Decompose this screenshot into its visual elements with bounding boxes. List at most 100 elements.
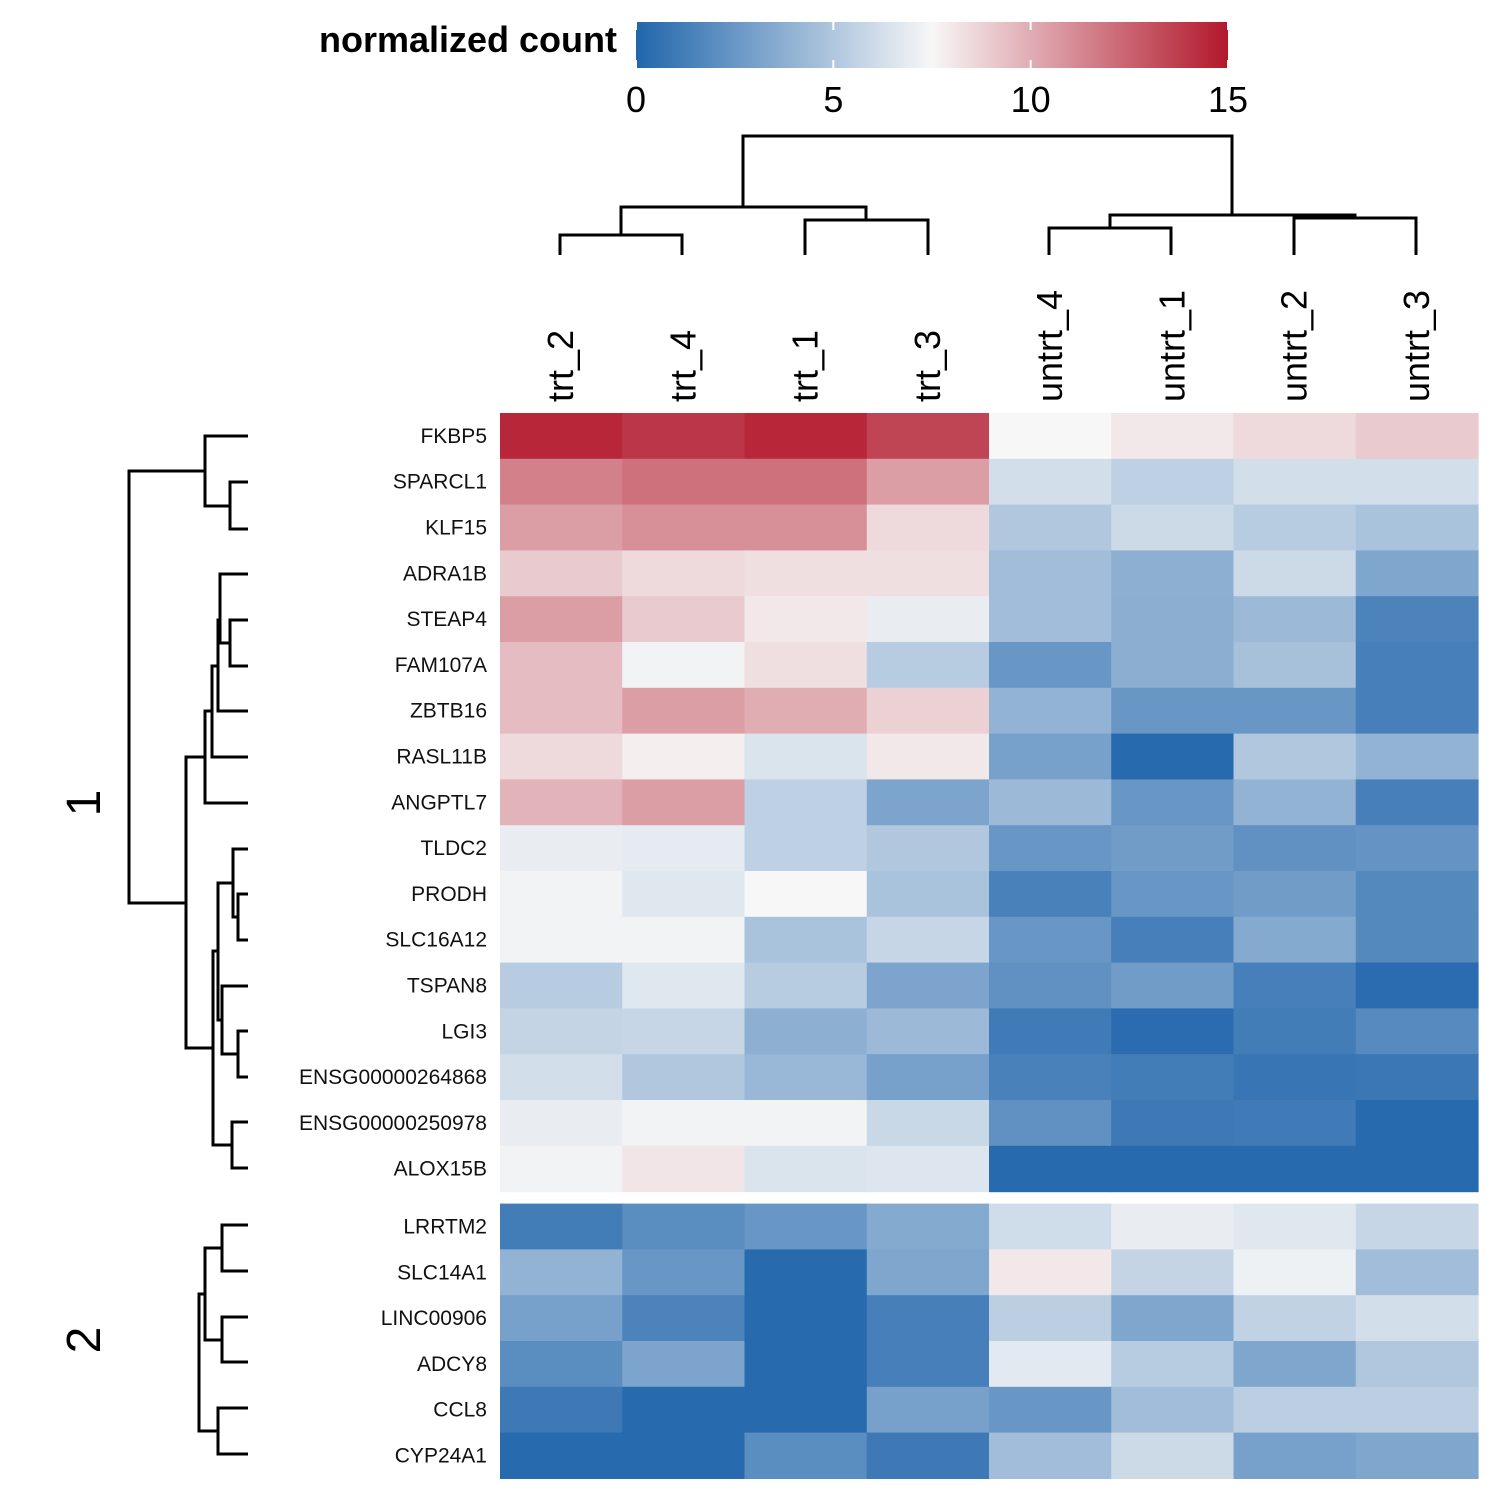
heatmap-cell xyxy=(1111,916,1235,964)
heatmap-cell xyxy=(1111,871,1235,918)
heatmap-cell xyxy=(744,504,868,551)
heatmap-cell xyxy=(989,1386,1112,1434)
heatmap-cells xyxy=(500,413,1479,1479)
heatmap-cell xyxy=(1355,458,1479,506)
heatmap-cell xyxy=(500,1054,623,1101)
heatmap-cell xyxy=(1111,596,1235,643)
heatmap-cell xyxy=(1233,1203,1357,1250)
column-label: untrt_2 xyxy=(1274,290,1315,402)
row-label: ZBTB16 xyxy=(410,700,487,723)
heatmap-cell xyxy=(500,825,623,872)
cluster-label-1: 1 xyxy=(58,790,111,817)
heatmap-cell xyxy=(1111,1100,1235,1147)
heatmap-cell xyxy=(1233,825,1357,872)
heatmap-cell xyxy=(1111,1386,1235,1434)
heatmap-cell xyxy=(866,458,990,506)
heatmap-cell xyxy=(1355,413,1479,460)
heatmap-cell xyxy=(1355,779,1479,826)
heatmap-cell xyxy=(744,962,868,1009)
heatmap-cell xyxy=(989,504,1112,551)
heatmap-cell xyxy=(744,1054,868,1101)
column-label: untrt_3 xyxy=(1396,290,1437,402)
heatmap-cell xyxy=(622,1432,746,1479)
heatmap-cell xyxy=(1111,504,1235,551)
heatmap-cell xyxy=(989,1203,1112,1250)
heatmap-cell xyxy=(744,916,868,964)
heatmap-cell xyxy=(866,825,990,872)
row-label: LRRTM2 xyxy=(403,1216,487,1239)
heatmap-cell xyxy=(744,733,868,780)
heatmap-cell xyxy=(1355,825,1479,872)
heatmap-cell xyxy=(500,687,623,735)
row-label: ALOX15B xyxy=(394,1158,487,1181)
heatmap-cell xyxy=(989,458,1112,506)
heatmap-cell xyxy=(866,1386,990,1434)
heatmap-cell xyxy=(1111,825,1235,872)
heatmap-cell xyxy=(500,1145,623,1193)
heatmap-cell xyxy=(1233,1295,1357,1342)
heatmap-cell xyxy=(989,779,1112,826)
heatmap-cell xyxy=(500,458,623,506)
heatmap-cell xyxy=(622,1386,746,1434)
heatmap-cell xyxy=(989,916,1112,964)
legend-colorbar xyxy=(636,22,1228,68)
heatmap-cell xyxy=(1355,1386,1479,1434)
heatmap-cell xyxy=(866,1295,990,1342)
heatmap-cell xyxy=(1233,733,1357,780)
heatmap-cell xyxy=(866,962,990,1009)
heatmap-cell xyxy=(989,733,1112,780)
row-label: ENSG00000250978 xyxy=(299,1112,487,1135)
heatmap-cell xyxy=(500,916,623,964)
row-label: CYP24A1 xyxy=(395,1445,487,1468)
heatmap-cell xyxy=(622,916,746,964)
heatmap-cell xyxy=(866,916,990,964)
heatmap-cell xyxy=(622,413,746,460)
column-dendrogram xyxy=(558,134,1418,255)
heatmap-cell xyxy=(1233,779,1357,826)
row-label: ADCY8 xyxy=(417,1353,487,1376)
heatmap-cell xyxy=(989,871,1112,918)
heatmap-cell xyxy=(1355,1100,1479,1147)
heatmap-cell xyxy=(622,962,746,1009)
row-dendrogram xyxy=(127,434,248,1456)
heatmap-cell xyxy=(744,642,868,689)
heatmap-cell xyxy=(1233,642,1357,689)
row-label: STEAP4 xyxy=(406,608,487,631)
heatmap-cell xyxy=(1355,1341,1479,1388)
heatmap-cell xyxy=(866,1249,990,1296)
heatmap-cell xyxy=(866,1008,990,1055)
row-label: ANGPTL7 xyxy=(391,791,487,814)
legend-ticks: 0 5 10 15 xyxy=(626,22,1248,120)
heatmap-cell xyxy=(1355,596,1479,643)
row-label: TSPAN8 xyxy=(407,975,487,998)
heatmap-cell xyxy=(622,825,746,872)
heatmap-cell xyxy=(500,1100,623,1147)
row-label: FAM107A xyxy=(395,654,487,677)
heatmap-cell xyxy=(866,504,990,551)
heatmap-cell xyxy=(744,596,868,643)
row-label: ENSG00000264868 xyxy=(299,1066,487,1089)
row-label: ADRA1B xyxy=(403,562,487,585)
heatmap-cell xyxy=(622,733,746,780)
heatmap-cell xyxy=(744,1249,868,1296)
heatmap-cell xyxy=(744,458,868,506)
row-labels: FKBP5 SPARCL1 KLF15 ADRA1B STEAP4 FAM107A ZBTB… xyxy=(299,425,487,1468)
heatmap-cell xyxy=(500,413,623,460)
heatmap-cell xyxy=(866,413,990,460)
heatmap-cell xyxy=(1233,1249,1357,1296)
heatmap-cell xyxy=(1355,1145,1479,1193)
heatmap-cell xyxy=(500,550,623,597)
heatmap-cell xyxy=(500,1341,623,1388)
heatmap-cell xyxy=(989,642,1112,689)
heatmap-cell xyxy=(866,779,990,826)
heatmap-cell xyxy=(1355,962,1479,1009)
heatmap-cell xyxy=(500,1432,623,1479)
heatmap-cell xyxy=(1355,1008,1479,1055)
heatmap-cell xyxy=(500,733,623,780)
heatmap-cell xyxy=(744,550,868,597)
heatmap-cell xyxy=(989,1432,1112,1479)
row-label: SLC16A12 xyxy=(385,929,487,952)
heatmap-cell xyxy=(1111,550,1235,597)
heatmap-cell xyxy=(744,1386,868,1434)
heatmap-cell xyxy=(1111,962,1235,1009)
